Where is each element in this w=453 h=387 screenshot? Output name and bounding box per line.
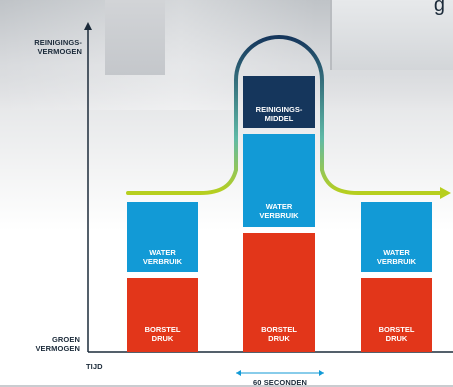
column-3-brush-label: BORSTEL DRUK bbox=[378, 325, 415, 343]
background-door bbox=[105, 0, 165, 75]
column-1-water-label: WATER VERBRUIK bbox=[142, 248, 183, 266]
column-2-brush-label: BORSTEL DRUK bbox=[261, 325, 297, 343]
y-axis-arrow bbox=[84, 22, 92, 30]
column-2-brush: BORSTEL DRUK bbox=[243, 233, 315, 352]
corner-text: g bbox=[433, 0, 445, 16]
duration-arrow-left bbox=[236, 370, 241, 376]
flow-arrow-head bbox=[440, 187, 451, 199]
column-3-water: WATER VERBRUIK bbox=[361, 202, 432, 272]
x-axis-label: TIJD bbox=[86, 362, 103, 371]
column-1-brush-label: BORSTEL DRUK bbox=[144, 325, 181, 343]
column-1-brush: BORSTEL DRUK bbox=[127, 278, 198, 352]
duration-label: 60 SECONDEN bbox=[252, 378, 308, 387]
column-2-water-label: WATER VERBRUIK bbox=[259, 201, 299, 220]
background-window bbox=[330, 0, 453, 70]
column-2-detergent-label: REINIGINGS- MIDDEL bbox=[255, 105, 303, 123]
column-2-detergent: REINIGINGS- MIDDEL bbox=[243, 76, 315, 128]
flow-arrow bbox=[126, 35, 442, 195]
y-axis-top-label: REINIGINGS- VERMOGEN bbox=[34, 38, 82, 56]
column-3-water-label: WATER VERBRUIK bbox=[376, 248, 417, 266]
column-3-brush: BORSTEL DRUK bbox=[361, 278, 432, 352]
y-axis-bottom-label: GROEN VERMOGEN bbox=[35, 335, 80, 353]
column-1-water: WATER VERBRUIK bbox=[127, 202, 198, 272]
column-2-water: WATER VERBRUIK bbox=[243, 134, 315, 227]
duration-arrow-right bbox=[319, 370, 324, 376]
